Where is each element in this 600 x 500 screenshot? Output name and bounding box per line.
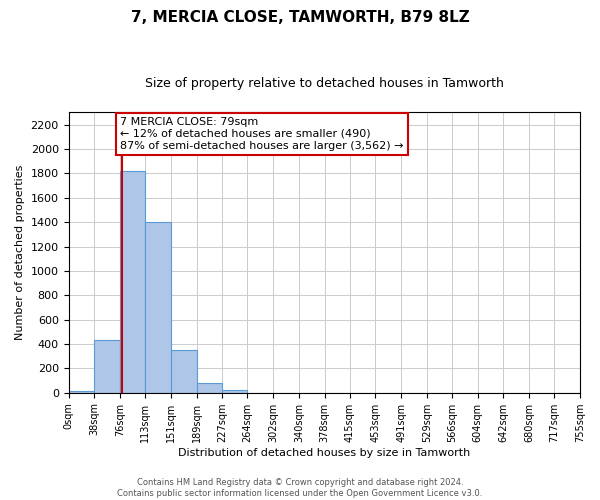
Text: 7, MERCIA CLOSE, TAMWORTH, B79 8LZ: 7, MERCIA CLOSE, TAMWORTH, B79 8LZ xyxy=(131,10,469,25)
Bar xyxy=(120,171,145,392)
Y-axis label: Number of detached properties: Number of detached properties xyxy=(15,165,25,340)
Bar xyxy=(223,390,247,392)
Bar xyxy=(171,350,197,393)
Text: Contains HM Land Registry data © Crown copyright and database right 2024.
Contai: Contains HM Land Registry data © Crown c… xyxy=(118,478,482,498)
Title: Size of property relative to detached houses in Tamworth: Size of property relative to detached ho… xyxy=(145,78,504,90)
Bar xyxy=(68,391,94,392)
Bar xyxy=(197,383,223,392)
Bar xyxy=(145,222,171,392)
Text: 7 MERCIA CLOSE: 79sqm
← 12% of detached houses are smaller (490)
87% of semi-det: 7 MERCIA CLOSE: 79sqm ← 12% of detached … xyxy=(120,118,404,150)
X-axis label: Distribution of detached houses by size in Tamworth: Distribution of detached houses by size … xyxy=(178,448,470,458)
Bar xyxy=(94,340,120,392)
